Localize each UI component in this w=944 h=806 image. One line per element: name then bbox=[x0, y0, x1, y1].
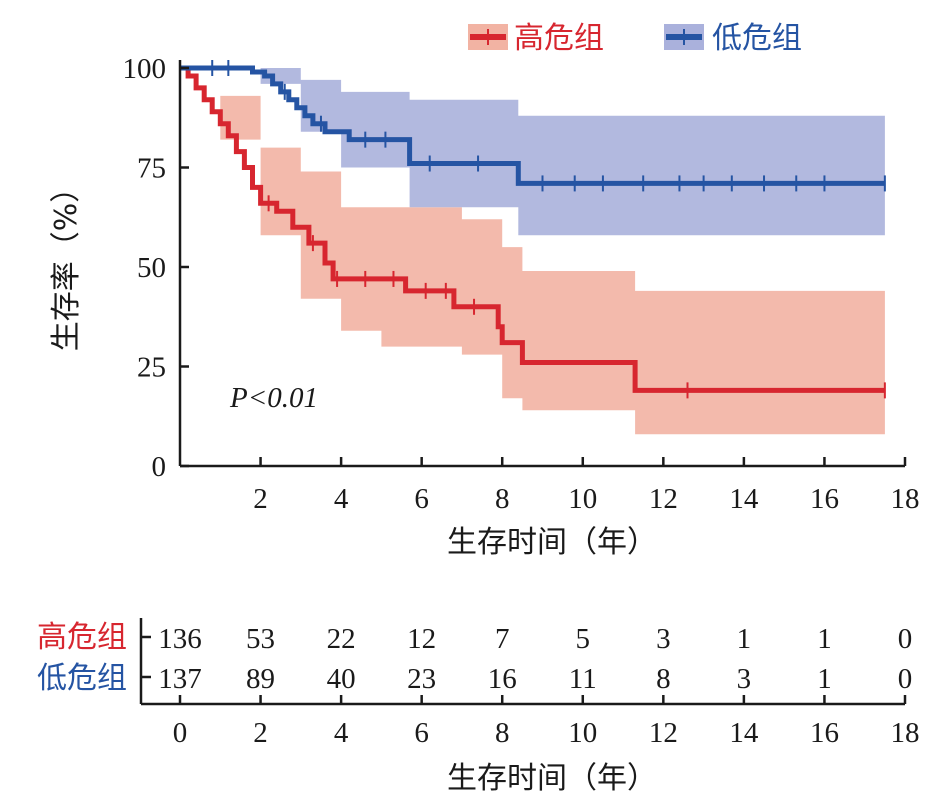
x-tick-label: 6 bbox=[414, 483, 429, 515]
risk-count: 23 bbox=[407, 663, 436, 695]
y-tick-label: 100 bbox=[123, 53, 167, 85]
risk-count: 1 bbox=[737, 623, 752, 655]
risk-x-axis-title: 生存时间（年） bbox=[447, 761, 657, 796]
x-tick-label: 4 bbox=[334, 483, 349, 515]
risk-x-ticks: 0 2 4 6 8 10 12 14 16 18 bbox=[173, 695, 920, 749]
risk-x-tick-label: 8 bbox=[495, 717, 510, 749]
legend-label-high-risk: 高危组 bbox=[514, 21, 604, 56]
x-tick-label: 8 bbox=[495, 483, 510, 515]
y-tick-label: 0 bbox=[152, 451, 167, 483]
curve-high-risk bbox=[180, 65, 885, 393]
risk-count: 53 bbox=[246, 623, 275, 655]
legend: 高危组 低危组 bbox=[468, 21, 802, 56]
risk-count: 1 bbox=[817, 623, 832, 655]
x-tick-label: 18 bbox=[891, 483, 920, 515]
risk-x-tick-label: 2 bbox=[253, 717, 268, 749]
survival-curves bbox=[180, 60, 886, 399]
risk-x-tick-label: 0 bbox=[173, 717, 188, 749]
x-tick-label: 2 bbox=[253, 483, 268, 515]
risk-count: 12 bbox=[407, 623, 436, 655]
legend-item-low-risk: 低危组 bbox=[664, 21, 802, 56]
risk-count: 0 bbox=[898, 623, 913, 655]
ci-band-high-risk bbox=[180, 68, 885, 435]
risk-count: 1 bbox=[817, 663, 832, 695]
x-tick-label: 16 bbox=[810, 483, 839, 515]
risk-count: 3 bbox=[656, 623, 671, 655]
risk-count: 3 bbox=[737, 663, 752, 695]
risk-count: 40 bbox=[327, 663, 356, 695]
risk-row-label-low: 低危组 bbox=[37, 661, 127, 696]
risk-count: 22 bbox=[327, 623, 356, 655]
y-ticks: 0 25 50 75 100 bbox=[123, 53, 189, 483]
y-axis-title: 生存率（%） bbox=[49, 173, 84, 352]
risk-x-tick-label: 4 bbox=[334, 717, 349, 749]
x-tick-label: 10 bbox=[568, 483, 597, 515]
risk-count: 11 bbox=[569, 663, 597, 695]
risk-x-tick-label: 18 bbox=[891, 717, 920, 749]
x-tick-label: 14 bbox=[729, 483, 759, 515]
risk-x-tick-label: 14 bbox=[729, 717, 759, 749]
risk-count: 16 bbox=[488, 663, 517, 695]
risk-count: 89 bbox=[246, 663, 275, 695]
y-tick-label: 75 bbox=[137, 153, 166, 185]
risk-x-tick-label: 16 bbox=[810, 717, 839, 749]
risk-x-tick-label: 10 bbox=[568, 717, 597, 749]
risk-x-tick-label: 6 bbox=[414, 717, 429, 749]
risk-count: 7 bbox=[495, 623, 510, 655]
x-tick-label: 12 bbox=[649, 483, 678, 515]
y-tick-label: 25 bbox=[137, 352, 166, 384]
risk-count: 136 bbox=[158, 623, 202, 655]
x-ticks: 2 4 6 8 10 12 14 16 18 bbox=[253, 457, 920, 515]
legend-label-low-risk: 低危组 bbox=[712, 21, 802, 56]
ci-band-low-risk bbox=[180, 68, 885, 236]
main-axes bbox=[178, 60, 905, 468]
legend-item-high-risk: 高危组 bbox=[468, 21, 604, 56]
risk-count: 0 bbox=[898, 663, 913, 695]
confidence-bands bbox=[180, 68, 885, 435]
risk-count: 5 bbox=[576, 623, 591, 655]
risk-count: 137 bbox=[158, 663, 202, 695]
risk-count: 8 bbox=[656, 663, 671, 695]
risk-row-label-high: 高危组 bbox=[37, 620, 127, 655]
curve-low-risk bbox=[180, 65, 885, 186]
p-value-annotation: P<0.01 bbox=[229, 382, 318, 414]
risk-x-tick-label: 12 bbox=[649, 717, 678, 749]
y-tick-label: 50 bbox=[137, 252, 166, 284]
x-axis-title: 生存时间（年） bbox=[447, 525, 657, 560]
